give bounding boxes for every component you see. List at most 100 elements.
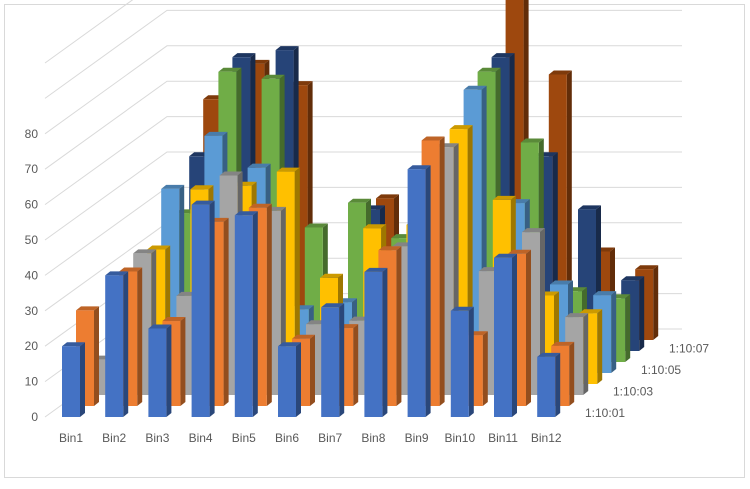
y-tick-label: 70 [25, 162, 39, 176]
x-tick-label: Bin7 [318, 431, 342, 445]
bar [105, 271, 129, 417]
x-tick-label: Bin6 [275, 431, 299, 445]
bar-side [653, 265, 659, 340]
bar-side [166, 324, 172, 417]
bar-side [310, 334, 315, 406]
bar-front [321, 307, 340, 417]
gridline [44, 9, 682, 99]
bar-side [382, 267, 388, 417]
bar-side [396, 246, 402, 406]
bar-top [491, 53, 515, 58]
bar-top [621, 276, 645, 281]
bar-top [548, 70, 572, 75]
bar-top [218, 67, 242, 72]
depth-axis-label: 1:10:05 [641, 363, 681, 377]
bar-top [635, 265, 659, 270]
bar-side [597, 309, 603, 384]
bar [537, 352, 561, 417]
x-tick-label: Bin8 [361, 431, 385, 445]
bar-top [376, 194, 399, 199]
bar-front [278, 346, 296, 417]
bar [191, 200, 215, 417]
bar-side [425, 165, 431, 417]
bar-top [537, 352, 561, 357]
bar-top [522, 228, 545, 233]
bar-front [148, 328, 167, 417]
bar-top [449, 125, 473, 130]
bar-top [578, 205, 601, 210]
bar [364, 267, 388, 417]
bar-side [611, 291, 617, 373]
bar-top [508, 249, 531, 254]
bar-side [123, 271, 129, 417]
bar-top [320, 273, 343, 278]
bar-side [566, 70, 572, 340]
x-tick-label: Bin10 [444, 431, 475, 445]
bar-side [482, 331, 488, 406]
bar-side [137, 267, 143, 406]
y-tick-label: 20 [25, 339, 39, 353]
bar-top [190, 185, 214, 190]
x-tick-label: Bin3 [145, 431, 169, 445]
bar-side [468, 306, 474, 417]
y-tick-label: 40 [25, 268, 39, 282]
y-tick-label: 80 [25, 127, 39, 141]
bar-top [565, 313, 589, 318]
bar-top [234, 211, 258, 216]
bar-top [278, 342, 301, 347]
bar-top [593, 291, 617, 296]
bar-front [105, 275, 124, 417]
bar-side [639, 276, 645, 351]
bar-top [162, 317, 186, 322]
bar-top [421, 136, 445, 141]
bar-top [321, 303, 345, 308]
bar-top [133, 249, 157, 254]
bar-side [180, 317, 186, 406]
series-1-10-01 [62, 165, 561, 417]
bar-front [407, 169, 426, 417]
chart-frame [4, 4, 745, 478]
bar [321, 303, 345, 417]
bar-side [294, 167, 300, 384]
bar-top [407, 165, 431, 170]
bar-side [512, 253, 517, 417]
bar-side [94, 306, 99, 406]
bar-top [105, 271, 129, 276]
bar-side [583, 313, 589, 395]
bar-top [304, 223, 328, 228]
bar-front [191, 204, 210, 417]
x-tick-label: Bin1 [59, 431, 83, 445]
bar-top [378, 246, 402, 251]
depth-axis-label: 1:10:01 [585, 406, 625, 420]
bar-top [119, 267, 143, 272]
bar-side [252, 211, 258, 417]
bar-front [537, 356, 556, 417]
bar-front [62, 346, 80, 417]
bar-top [76, 306, 99, 311]
gridline [44, 80, 682, 170]
bar-top [477, 67, 501, 72]
bar-top [450, 306, 474, 311]
bar-side [526, 249, 531, 406]
bar-top [191, 200, 215, 205]
bar-top [551, 341, 575, 346]
bar [148, 324, 172, 417]
bar-side [223, 217, 229, 406]
x-tick-label: Bin5 [232, 431, 256, 445]
depth-axis-label: 1:10:03 [613, 385, 653, 399]
bar-top [463, 85, 487, 90]
bar-top [492, 195, 516, 200]
y-tick-label: 30 [25, 304, 39, 318]
bar-top [219, 171, 243, 176]
bar-top [275, 46, 299, 51]
gridline [44, 0, 134, 64]
bar-top [204, 131, 228, 136]
bar-side [339, 303, 345, 417]
y-tick-label: 50 [25, 233, 39, 247]
bar-top [348, 198, 371, 203]
y-tick-label: 0 [31, 410, 38, 424]
bar-side [555, 352, 561, 417]
bar-side [296, 342, 301, 417]
gridline [44, 116, 682, 206]
